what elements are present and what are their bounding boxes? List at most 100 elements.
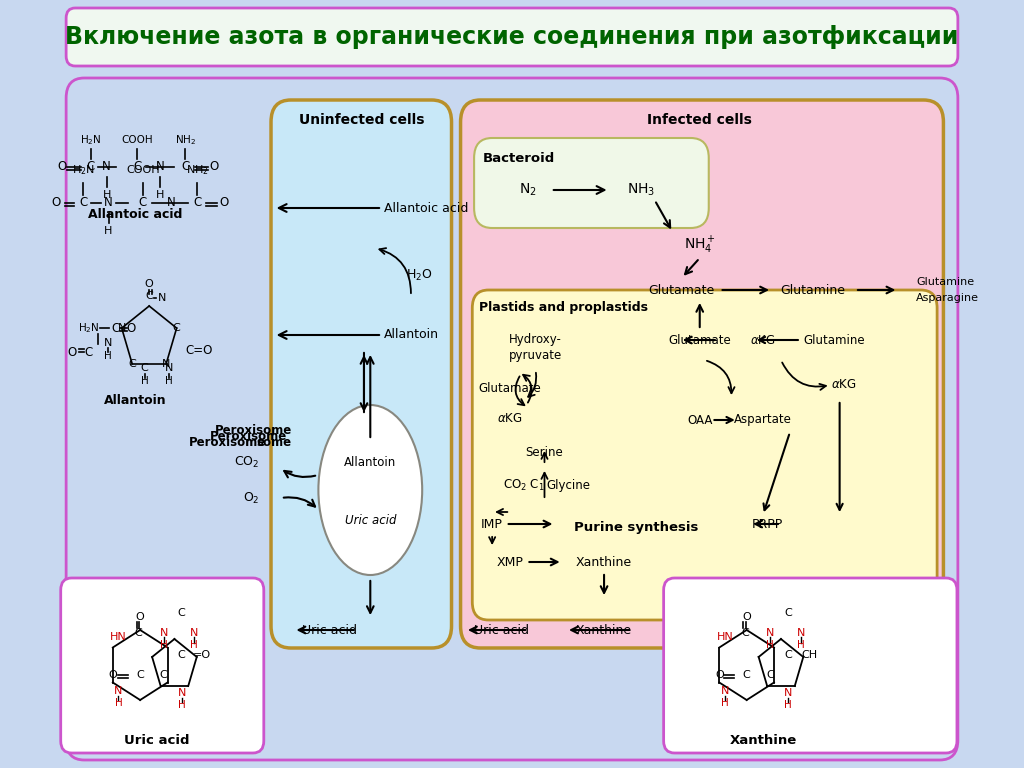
Text: H: H — [156, 190, 164, 200]
Text: C: C — [128, 359, 136, 369]
Text: $\mathregular{N_2}$: $\mathregular{N_2}$ — [519, 182, 538, 198]
Text: H: H — [104, 226, 113, 236]
Text: Serine: Serine — [525, 445, 563, 458]
Text: N: N — [104, 197, 113, 210]
Text: O: O — [742, 612, 751, 622]
Text: Glutamate: Glutamate — [669, 333, 731, 346]
Text: O: O — [144, 279, 154, 289]
Text: Xanthine: Xanthine — [575, 555, 632, 568]
Text: Glutamine: Glutamine — [804, 333, 865, 346]
Text: N: N — [162, 359, 170, 369]
Text: H: H — [797, 640, 805, 650]
Text: H: H — [140, 376, 148, 386]
Text: C: C — [193, 197, 201, 210]
Text: Infected cells: Infected cells — [647, 113, 753, 127]
Text: O: O — [136, 612, 144, 622]
Text: $\alpha$KG: $\alpha$KG — [831, 379, 857, 392]
Text: C: C — [85, 346, 93, 359]
Text: C: C — [178, 608, 185, 618]
FancyBboxPatch shape — [271, 100, 452, 648]
Text: C: C — [79, 197, 87, 210]
Text: Xanthine: Xanthine — [575, 624, 632, 637]
Text: N: N — [797, 628, 805, 638]
Text: $\mathregular{NH_2}$: $\mathregular{NH_2}$ — [174, 133, 196, 147]
Text: C: C — [133, 161, 141, 174]
Text: Plastids and proplastids: Plastids and proplastids — [478, 302, 647, 315]
Text: N: N — [118, 323, 126, 333]
Text: =O: =O — [193, 650, 211, 660]
Text: Uric acid: Uric acid — [302, 624, 357, 637]
Text: C: C — [766, 670, 774, 680]
Text: Purine synthesis: Purine synthesis — [574, 521, 698, 535]
Text: C: C — [181, 161, 189, 174]
Text: O: O — [51, 197, 60, 210]
Text: C: C — [178, 650, 185, 660]
Text: XMP: XMP — [497, 555, 523, 568]
Text: Peroxisome: Peroxisome — [210, 431, 288, 443]
Text: HN: HN — [111, 632, 127, 642]
Text: N: N — [784, 688, 793, 698]
Text: C: C — [140, 363, 148, 373]
FancyBboxPatch shape — [67, 8, 957, 66]
Text: C: C — [138, 197, 147, 210]
Text: IMP: IMP — [481, 518, 503, 531]
Text: $\mathregular{H_2N}$: $\mathregular{H_2N}$ — [80, 133, 101, 147]
FancyBboxPatch shape — [60, 578, 264, 753]
Text: HN: HN — [717, 632, 733, 642]
Text: C: C — [134, 628, 142, 638]
Text: Uric acid: Uric acid — [474, 624, 528, 637]
Text: C: C — [86, 161, 94, 174]
Text: Glycine: Glycine — [547, 478, 591, 492]
Text: Uric acid: Uric acid — [124, 733, 189, 746]
Text: Uninfected cells: Uninfected cells — [299, 113, 424, 127]
Text: N: N — [103, 338, 112, 348]
Text: Aspartate: Aspartate — [734, 413, 792, 426]
Text: Allantoin: Allantoin — [384, 329, 439, 342]
Text: N: N — [766, 628, 774, 638]
Text: $\mathregular{H_2O}$: $\mathregular{H_2O}$ — [407, 267, 433, 283]
Text: COOH: COOH — [126, 165, 160, 175]
Text: O: O — [57, 161, 67, 174]
Text: H: H — [784, 700, 792, 710]
Text: CH: CH — [802, 650, 818, 660]
Text: H: H — [115, 698, 122, 708]
Text: C: C — [145, 291, 153, 301]
FancyBboxPatch shape — [664, 578, 957, 753]
Text: Glutamine: Glutamine — [780, 283, 845, 296]
Text: H: H — [766, 640, 774, 650]
Text: N: N — [721, 686, 729, 696]
Text: C: C — [742, 670, 751, 680]
Text: O: O — [109, 670, 118, 680]
Text: C: C — [173, 323, 180, 333]
Text: $\alpha$KG: $\alpha$KG — [751, 333, 776, 346]
Text: N: N — [160, 628, 168, 638]
FancyBboxPatch shape — [461, 100, 943, 648]
Text: O: O — [715, 670, 724, 680]
Text: O: O — [210, 161, 219, 174]
FancyBboxPatch shape — [474, 138, 709, 228]
Text: $\alpha$KG: $\alpha$KG — [498, 412, 523, 425]
Text: H: H — [165, 376, 173, 386]
Text: H: H — [103, 351, 112, 361]
Text: Включение азота в органические соединения при азотфиксации: Включение азота в органические соединени… — [66, 25, 958, 49]
Text: N: N — [177, 688, 185, 698]
FancyBboxPatch shape — [472, 290, 937, 620]
Text: O: O — [219, 197, 228, 210]
Text: Glutamine: Glutamine — [916, 277, 975, 287]
Text: H: H — [160, 640, 168, 650]
Text: $\mathregular{H_2N}$: $\mathregular{H_2N}$ — [72, 163, 95, 177]
Text: Asparagine: Asparagine — [916, 293, 979, 303]
Text: N: N — [102, 161, 112, 174]
Ellipse shape — [318, 405, 422, 575]
Text: $\mathregular{CO_2}$: $\mathregular{CO_2}$ — [233, 455, 259, 469]
Text: C=O: C=O — [185, 343, 213, 356]
Text: N: N — [156, 161, 165, 174]
Text: some: some — [257, 436, 292, 449]
Text: $\mathregular{NH_3}$: $\mathregular{NH_3}$ — [627, 182, 655, 198]
Text: Peroxisome: Peroxisome — [214, 423, 292, 436]
Text: C: C — [741, 628, 749, 638]
Text: Bacteroid: Bacteroid — [483, 151, 555, 164]
Text: H: H — [178, 700, 185, 710]
Text: pyruvate: pyruvate — [509, 349, 562, 362]
Text: H: H — [721, 698, 729, 708]
